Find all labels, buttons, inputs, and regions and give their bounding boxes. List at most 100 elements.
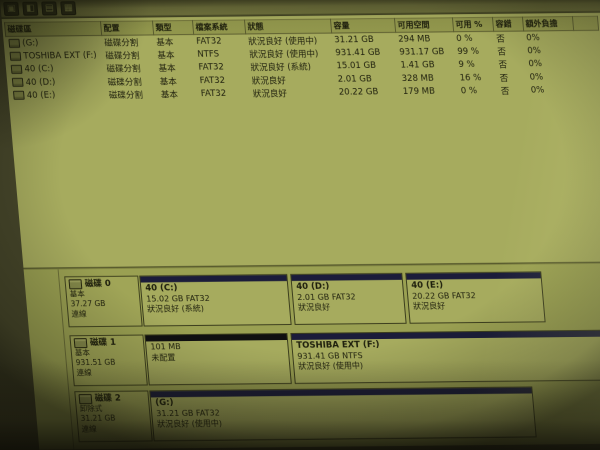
cell-status: 狀況良好 (使用中)	[249, 49, 319, 60]
disk-type: 卸除式	[79, 403, 103, 414]
disk-row-1: 磁碟 1 基本 931.51 GB 連線 101 MB 未配置	[69, 328, 600, 388]
disk-type: 基本	[74, 348, 91, 358]
cell-layout: 磁碟分割	[106, 64, 142, 75]
graphical-view-icon[interactable]: ▦	[60, 0, 77, 15]
col-volume[interactable]: 磁碟區	[4, 21, 102, 37]
cell-fault: 否	[495, 34, 506, 45]
disk-status: 連線	[71, 309, 87, 319]
cell-status: 狀況良好 (系統)	[250, 62, 312, 73]
cell-type: 基本	[158, 63, 177, 74]
cell-fs: NTFS	[196, 49, 220, 60]
col-capacity[interactable]: 容量	[330, 18, 396, 34]
removable-disk-icon	[78, 394, 93, 405]
disk-status: 連線	[81, 424, 97, 434]
volume-icon	[11, 77, 24, 87]
cell-free-pct: 0 %	[455, 33, 473, 44]
cell-capacity: 20.22 GB	[338, 86, 379, 97]
disk-row-0: 磁碟 0 基本 37.27 GB 連線 40 (C:) 15.02 GB FAT…	[64, 271, 546, 329]
partition-status: 狀況良好	[297, 302, 331, 312]
volume-list-pane: 磁碟區 配置 類型 檔案系統 狀態 容量 可用空間 可用 % 容錯 額外負擔 (…	[1, 11, 600, 269]
disk-name: 磁碟 1	[89, 337, 117, 349]
cell-status: 狀況良好 (使用中)	[247, 36, 318, 47]
show-tree-icon[interactable]: ◧	[22, 1, 39, 16]
cell-fs: FAT32	[195, 36, 223, 47]
disk-icon	[68, 279, 83, 290]
cell-free-pct: 99 %	[456, 46, 480, 57]
cell-free: 294 MB	[397, 33, 431, 45]
disk0-label[interactable]: 磁碟 0 基本 37.27 GB 連線	[64, 275, 143, 328]
partition-status: 未配置	[150, 352, 176, 362]
partition-g[interactable]: (G:) 31.21 GB FAT32 狀況良好 (使用中)	[149, 386, 537, 442]
cell-fs: FAT32	[200, 88, 227, 99]
partition-e[interactable]: 40 (E:) 20.22 GB FAT32 狀況良好	[405, 271, 546, 324]
partition-c[interactable]: 40 (C:) 15.02 GB FAT32 狀況良好 (系統)	[139, 274, 292, 327]
cell-type: 基本	[159, 76, 178, 87]
cell-fault: 否	[500, 86, 510, 97]
cell-free: 931.17 GB	[398, 46, 445, 58]
cell-layout: 磁碟分割	[105, 51, 140, 62]
disk-list-icon[interactable]: ▤	[41, 0, 58, 16]
partition-d[interactable]: 40 (D:) 2.01 GB FAT32 狀況良好	[290, 272, 407, 325]
cell-layout: 磁碟分割	[103, 38, 139, 49]
partition-status: 狀況良好 (系統)	[146, 303, 205, 314]
disk1-label[interactable]: 磁碟 1 基本 931.51 GB 連線	[69, 334, 148, 387]
volume-name: (G:)	[21, 38, 39, 49]
cell-overhead: 0%	[530, 84, 545, 95]
cell-layout: 磁碟分割	[107, 77, 143, 88]
disk-size: 37.27 GB	[70, 298, 106, 309]
cell-capacity: 15.01 GB	[336, 60, 377, 71]
cell-type: 基本	[160, 89, 179, 100]
volume-icon	[12, 90, 25, 100]
cell-capacity: 31.21 GB	[333, 34, 375, 45]
cell-fault: 否	[497, 47, 507, 58]
cell-overhead: 0%	[525, 32, 541, 43]
partition-status: 狀況良好	[412, 301, 446, 311]
col-status[interactable]: 狀態	[244, 19, 332, 34]
disk-status: 連線	[76, 368, 93, 378]
volume-name: 40 (D:)	[25, 76, 56, 88]
col-overhead[interactable]: 額外負擔	[522, 16, 574, 32]
disk-size: 31.21 GB	[80, 413, 116, 424]
cell-free: 328 MB	[401, 72, 435, 84]
col-free[interactable]: 可用空間	[394, 17, 454, 33]
col-fault[interactable]: 容錯	[492, 17, 524, 32]
console-window-icon[interactable]: ▣	[3, 1, 20, 16]
cell-fault: 否	[498, 60, 508, 71]
cell-free-pct: 0 %	[460, 85, 478, 96]
cell-free: 179 MB	[402, 85, 436, 97]
volume-icon	[7, 38, 20, 48]
volume-icon	[9, 51, 21, 61]
cell-fault: 否	[499, 73, 509, 84]
disk-icon	[73, 338, 88, 349]
unallocated-space[interactable]: 101 MB 未配置	[144, 333, 292, 386]
disk-size: 931.51 GB	[75, 357, 116, 368]
volume-name: TOSHIBA EXT (F:)	[23, 50, 98, 62]
cell-status: 狀況良好	[251, 75, 287, 86]
col-filler	[572, 16, 599, 31]
cell-layout: 磁碟分割	[108, 90, 144, 101]
volume-icon	[10, 64, 22, 74]
col-type[interactable]: 類型	[152, 20, 194, 35]
disk2-label[interactable]: 磁碟 2 卸除式 31.21 GB 連線	[74, 390, 153, 443]
cell-fs: FAT32	[198, 62, 225, 73]
disk-name: 磁碟 2	[94, 393, 122, 405]
col-layout[interactable]: 配置	[100, 20, 154, 36]
cell-type: 基本	[157, 50, 175, 61]
cell-status: 狀況良好	[252, 88, 288, 99]
cell-free-pct: 9 %	[458, 59, 476, 70]
graphical-view-pane: 磁碟 0 基本 37.27 GB 連線 40 (C:) 15.02 GB FAT…	[23, 263, 600, 450]
disk-name: 磁碟 0	[84, 278, 112, 290]
col-fs[interactable]: 檔案系統	[192, 19, 246, 35]
cell-overhead: 0%	[528, 58, 543, 69]
partition-f[interactable]: TOSHIBA EXT (F:) 931.41 GB NTFS 狀況良好 (使用…	[290, 328, 600, 384]
cell-overhead: 0%	[529, 71, 544, 82]
col-free-pct[interactable]: 可用 %	[452, 17, 494, 32]
cell-free: 1.41 GB	[400, 59, 436, 71]
volume-name: 40 (C:)	[24, 63, 54, 75]
disk-type: 基本	[69, 289, 86, 299]
cell-free-pct: 16 %	[459, 72, 482, 83]
cell-type: 基本	[155, 37, 174, 48]
